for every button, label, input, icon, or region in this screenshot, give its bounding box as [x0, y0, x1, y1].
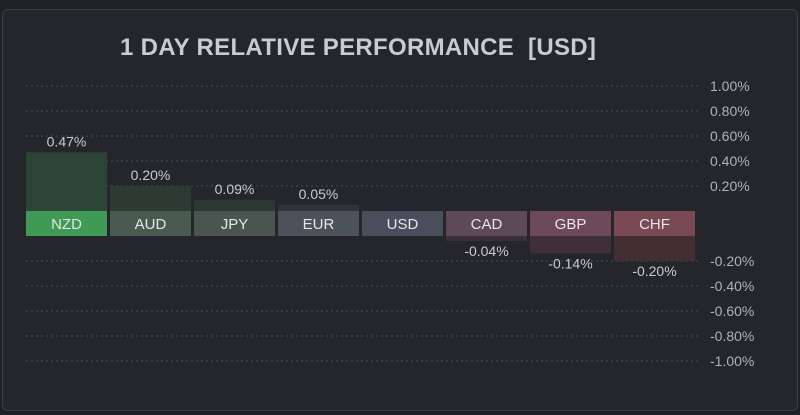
category-box	[530, 211, 611, 236]
data-label: 0.05%	[299, 186, 339, 202]
data-label: 0.47%	[47, 133, 87, 149]
y-tick-label: 0.20%	[710, 178, 750, 194]
y-tick-label: -0.80%	[710, 328, 754, 344]
bar	[530, 236, 611, 254]
category-label: CAD	[471, 216, 503, 233]
category-box	[362, 211, 443, 236]
y-tick-label: 0.80%	[710, 103, 750, 119]
y-tick-label: 0.40%	[710, 153, 750, 169]
y-tick-label: 1.00%	[710, 78, 750, 94]
category-label: EUR	[303, 216, 335, 233]
y-tick-label: -0.40%	[710, 278, 754, 294]
data-label: -0.14%	[548, 256, 592, 272]
bar	[614, 236, 695, 261]
category-label: CHF	[639, 216, 670, 233]
data-label: -0.20%	[632, 263, 676, 279]
category-box	[110, 211, 191, 236]
bar	[278, 204, 359, 211]
y-tick-label: -1.00%	[710, 353, 754, 369]
data-label: -0.04%	[464, 243, 508, 259]
category-label: GBP	[555, 216, 587, 233]
category-label: AUD	[135, 216, 167, 233]
category-label: USD	[387, 216, 419, 233]
y-tick-label: -0.60%	[710, 303, 754, 319]
category-label: JPY	[221, 216, 249, 233]
category-box	[194, 211, 275, 236]
y-tick-label: 0.60%	[710, 128, 750, 144]
category-box	[446, 211, 527, 236]
bar	[194, 199, 275, 211]
bar	[26, 152, 107, 211]
bar	[446, 236, 527, 241]
y-tick-label: -0.20%	[710, 253, 754, 269]
category-box	[614, 211, 695, 236]
data-label: 0.20%	[131, 167, 171, 183]
category-box	[278, 211, 359, 236]
bar	[110, 186, 191, 211]
chart-title: 1 DAY RELATIVE PERFORMANCE [USD]	[120, 34, 597, 61]
data-label: 0.09%	[215, 181, 255, 197]
category-box	[26, 211, 107, 236]
category-label: NZD	[51, 216, 82, 233]
